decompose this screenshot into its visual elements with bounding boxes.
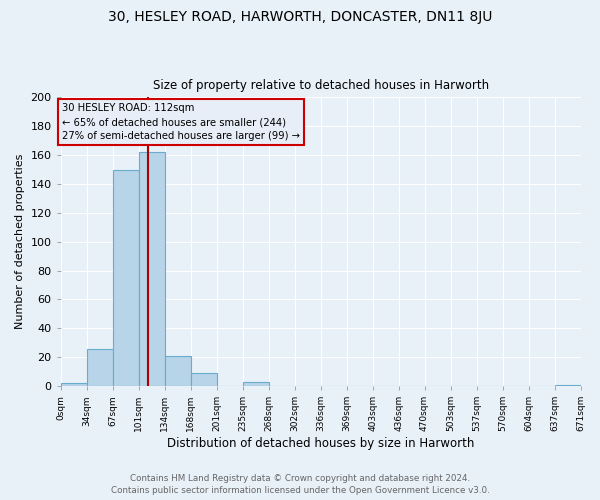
- Bar: [139, 152, 164, 386]
- Text: Contains HM Land Registry data © Crown copyright and database right 2024.
Contai: Contains HM Land Registry data © Crown c…: [110, 474, 490, 495]
- Bar: [164, 356, 191, 386]
- X-axis label: Distribution of detached houses by size in Harworth: Distribution of detached houses by size …: [167, 437, 474, 450]
- Bar: [86, 348, 113, 386]
- Bar: [191, 373, 217, 386]
- Text: 30 HESLEY ROAD: 112sqm
← 65% of detached houses are smaller (244)
27% of semi-de: 30 HESLEY ROAD: 112sqm ← 65% of detached…: [62, 103, 300, 141]
- Text: 30, HESLEY ROAD, HARWORTH, DONCASTER, DN11 8JU: 30, HESLEY ROAD, HARWORTH, DONCASTER, DN…: [108, 10, 492, 24]
- Bar: [61, 383, 86, 386]
- Bar: [242, 382, 269, 386]
- Y-axis label: Number of detached properties: Number of detached properties: [15, 154, 25, 330]
- Title: Size of property relative to detached houses in Harworth: Size of property relative to detached ho…: [152, 79, 488, 92]
- Bar: [554, 384, 581, 386]
- Bar: [113, 170, 139, 386]
